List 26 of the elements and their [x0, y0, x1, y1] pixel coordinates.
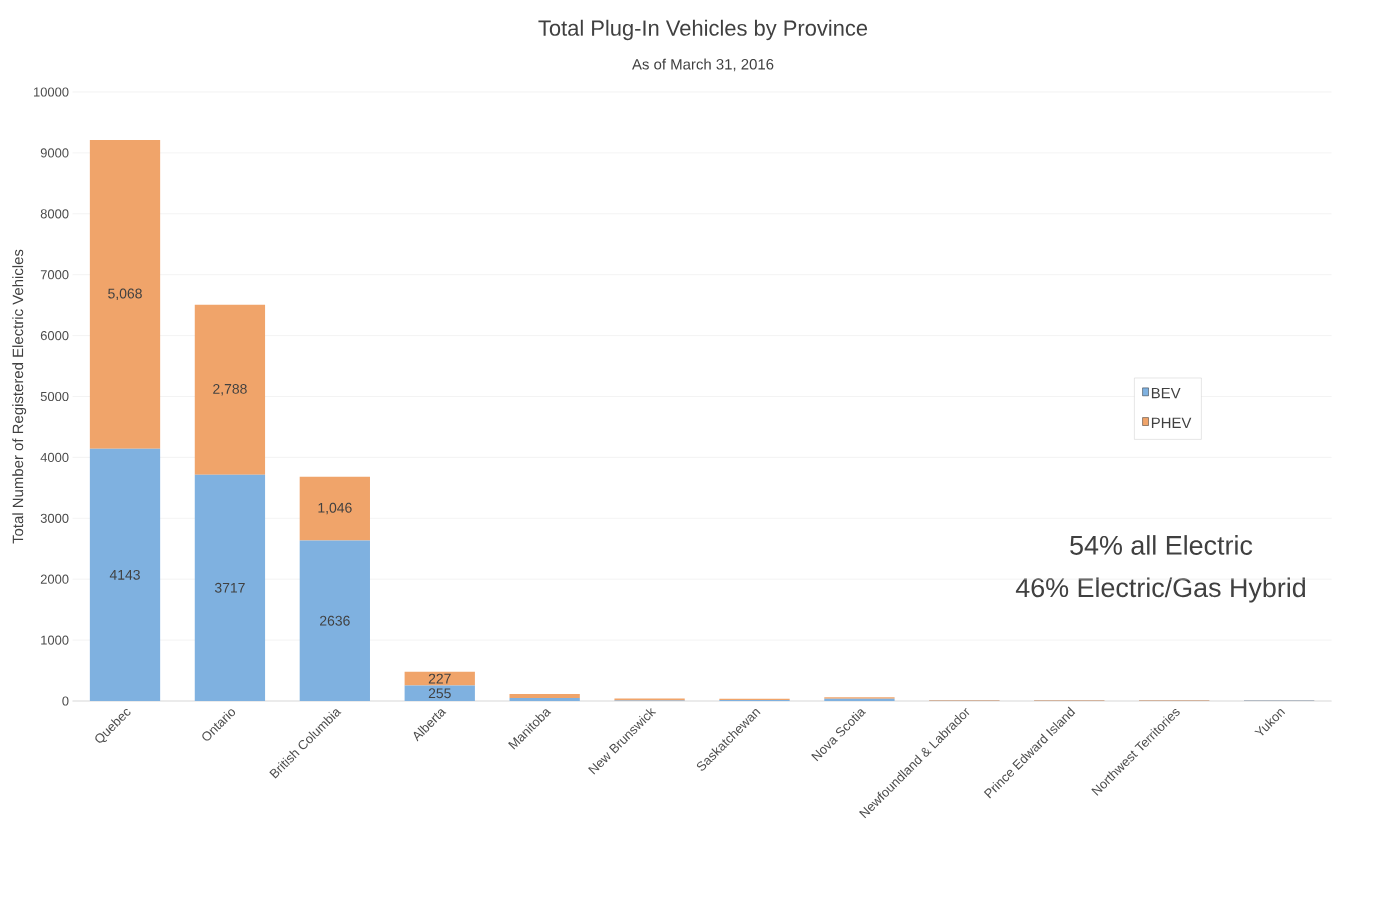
- legend-label: BEV: [1151, 387, 1181, 399]
- annotation: 46% Electric/Gas Hybrid: [1015, 577, 1305, 603]
- data-label: 2636: [320, 615, 350, 626]
- y-tick-label: 5000: [40, 391, 69, 402]
- y-tick-label: 4000: [40, 452, 69, 462]
- y-tick-label: 7000: [40, 270, 69, 280]
- y-tick-label: 1000: [41, 635, 69, 645]
- data-label: 227: [428, 673, 451, 684]
- y-tick-label: 2000: [40, 574, 69, 584]
- data-label: 4143: [109, 569, 140, 580]
- y-tick-label: 8000: [40, 209, 69, 219]
- y-tick-label: 9000: [40, 148, 69, 158]
- chart-subtitle: As of March 31, 2016: [632, 58, 774, 72]
- data-label: 255: [428, 688, 451, 699]
- y-axis-title: Total Number of Registered Electric Vehicles: [12, 249, 27, 544]
- legend-label: PHEV: [1151, 417, 1192, 428]
- y-tick-label: 10000: [33, 87, 69, 97]
- data-label: 5,068: [108, 288, 142, 301]
- chart-title: Total Plug-In Vehicles by Province: [538, 19, 868, 41]
- y-tick-label: 0: [62, 696, 69, 706]
- data-label: 1,046: [318, 502, 352, 515]
- data-label: 3717: [214, 582, 245, 593]
- data-label: 2,788: [213, 383, 247, 396]
- y-tick-label: 3000: [40, 513, 69, 523]
- y-tick-label: 6000: [40, 331, 69, 341]
- annotation: 54% all Electric: [1070, 535, 1253, 555]
